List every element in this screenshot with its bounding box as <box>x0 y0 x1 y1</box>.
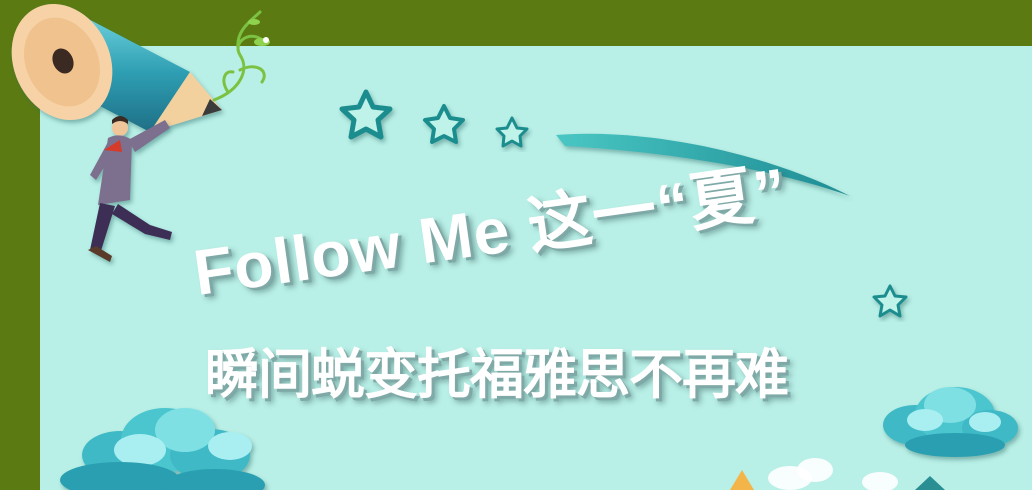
star-icon <box>872 284 908 318</box>
star-icon <box>495 116 529 148</box>
pencil-icon <box>11 3 222 132</box>
flying-man-icon <box>88 116 172 262</box>
vine-icon <box>212 10 270 102</box>
swoosh-icon <box>556 133 850 196</box>
cloud-icon <box>60 408 265 490</box>
star-icon <box>339 89 393 140</box>
frame-top-border <box>0 0 1032 46</box>
cloud-icon <box>730 458 945 490</box>
star-icon <box>423 104 465 144</box>
cloud-icon <box>883 387 1018 457</box>
